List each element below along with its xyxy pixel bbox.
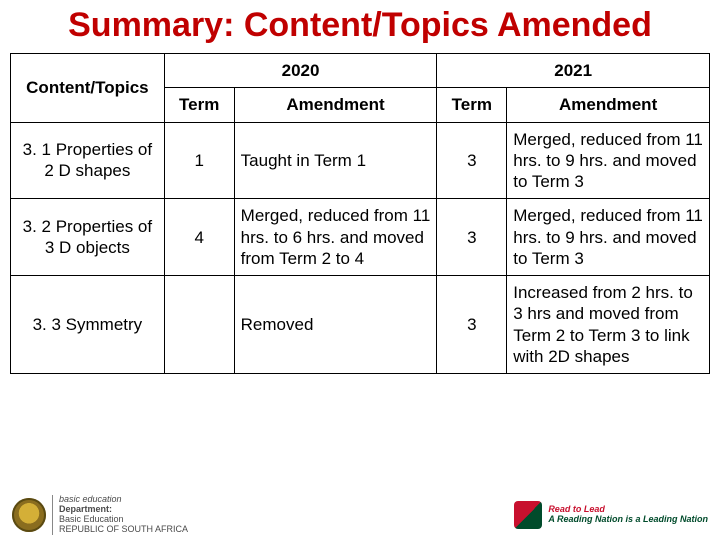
cell-amend2021: Increased from 2 hrs. to 3 hrs and moved… xyxy=(507,276,710,374)
table-row: 3. 3 Symmetry Removed 3 Increased from 2… xyxy=(11,276,710,374)
cell-topic: 3. 3 Symmetry xyxy=(11,276,165,374)
cell-amend2021: Merged, reduced from 11 hrs. to 9 hrs. a… xyxy=(507,122,710,199)
cell-amend2021: Merged, reduced from 11 hrs. to 9 hrs. a… xyxy=(507,199,710,276)
cell-term2020: 1 xyxy=(164,122,234,199)
cell-amend2020: Removed xyxy=(234,276,437,374)
dept-logo-block: basic education Department: Basic Educat… xyxy=(12,495,188,535)
cell-term2021: 3 xyxy=(437,199,507,276)
dept-line4: REPUBLIC OF SOUTH AFRICA xyxy=(59,525,188,535)
read-to-lead-block: Read to Lead A Reading Nation is a Leadi… xyxy=(514,501,708,529)
cell-topic: 3. 1 Properties of 2 D shapes xyxy=(11,122,165,199)
cell-term2020 xyxy=(164,276,234,374)
cell-amend2020: Taught in Term 1 xyxy=(234,122,437,199)
th-content-topics: Content/Topics xyxy=(11,54,165,123)
th-amend-2020: Amendment xyxy=(234,88,437,122)
th-2021: 2021 xyxy=(437,54,710,88)
cell-term2021: 3 xyxy=(437,122,507,199)
read-to-lead-text: Read to Lead A Reading Nation is a Leadi… xyxy=(548,505,708,525)
content-table: Content/Topics 2020 2021 Term Amendment … xyxy=(10,53,710,374)
dept-text: basic education Department: Basic Educat… xyxy=(52,495,188,535)
footer-bar: basic education Department: Basic Educat… xyxy=(0,490,720,540)
cell-amend2020: Merged, reduced from 11 hrs. to 6 hrs. a… xyxy=(234,199,437,276)
table-row: 3. 1 Properties of 2 D shapes 1 Taught i… xyxy=(11,122,710,199)
content-table-wrap: Content/Topics 2020 2021 Term Amendment … xyxy=(0,53,720,374)
cell-term2021: 3 xyxy=(437,276,507,374)
coat-of-arms-icon xyxy=(12,498,46,532)
th-term-2021: Term xyxy=(437,88,507,122)
rl-line2: A Reading Nation is a Leading Nation xyxy=(548,515,708,525)
th-2020: 2020 xyxy=(164,54,437,88)
table-row: 3. 2 Properties of 3 D objects 4 Merged,… xyxy=(11,199,710,276)
th-term-2020: Term xyxy=(164,88,234,122)
slide-title: Summary: Content/Topics Amended xyxy=(0,0,720,53)
cell-term2020: 4 xyxy=(164,199,234,276)
cell-topic: 3. 2 Properties of 3 D objects xyxy=(11,199,165,276)
read-to-lead-icon xyxy=(514,501,542,529)
th-amend-2021: Amendment xyxy=(507,88,710,122)
